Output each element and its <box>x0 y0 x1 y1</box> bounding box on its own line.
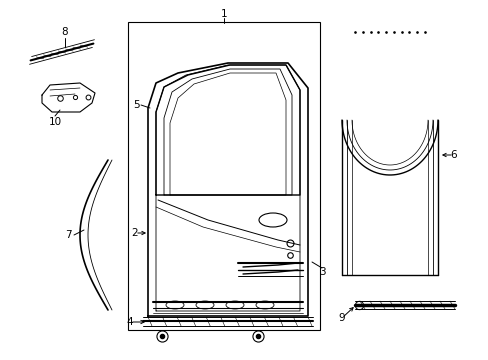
Text: 6: 6 <box>450 150 456 160</box>
Text: 10: 10 <box>48 117 61 127</box>
Text: 5: 5 <box>133 100 140 110</box>
Text: 1: 1 <box>220 9 227 19</box>
Text: 7: 7 <box>64 230 71 240</box>
Bar <box>128 22 319 330</box>
Text: 8: 8 <box>61 27 68 37</box>
Text: 9: 9 <box>338 313 345 323</box>
Text: 3: 3 <box>318 267 325 277</box>
Text: 4: 4 <box>126 317 133 327</box>
Text: 2: 2 <box>131 228 138 238</box>
